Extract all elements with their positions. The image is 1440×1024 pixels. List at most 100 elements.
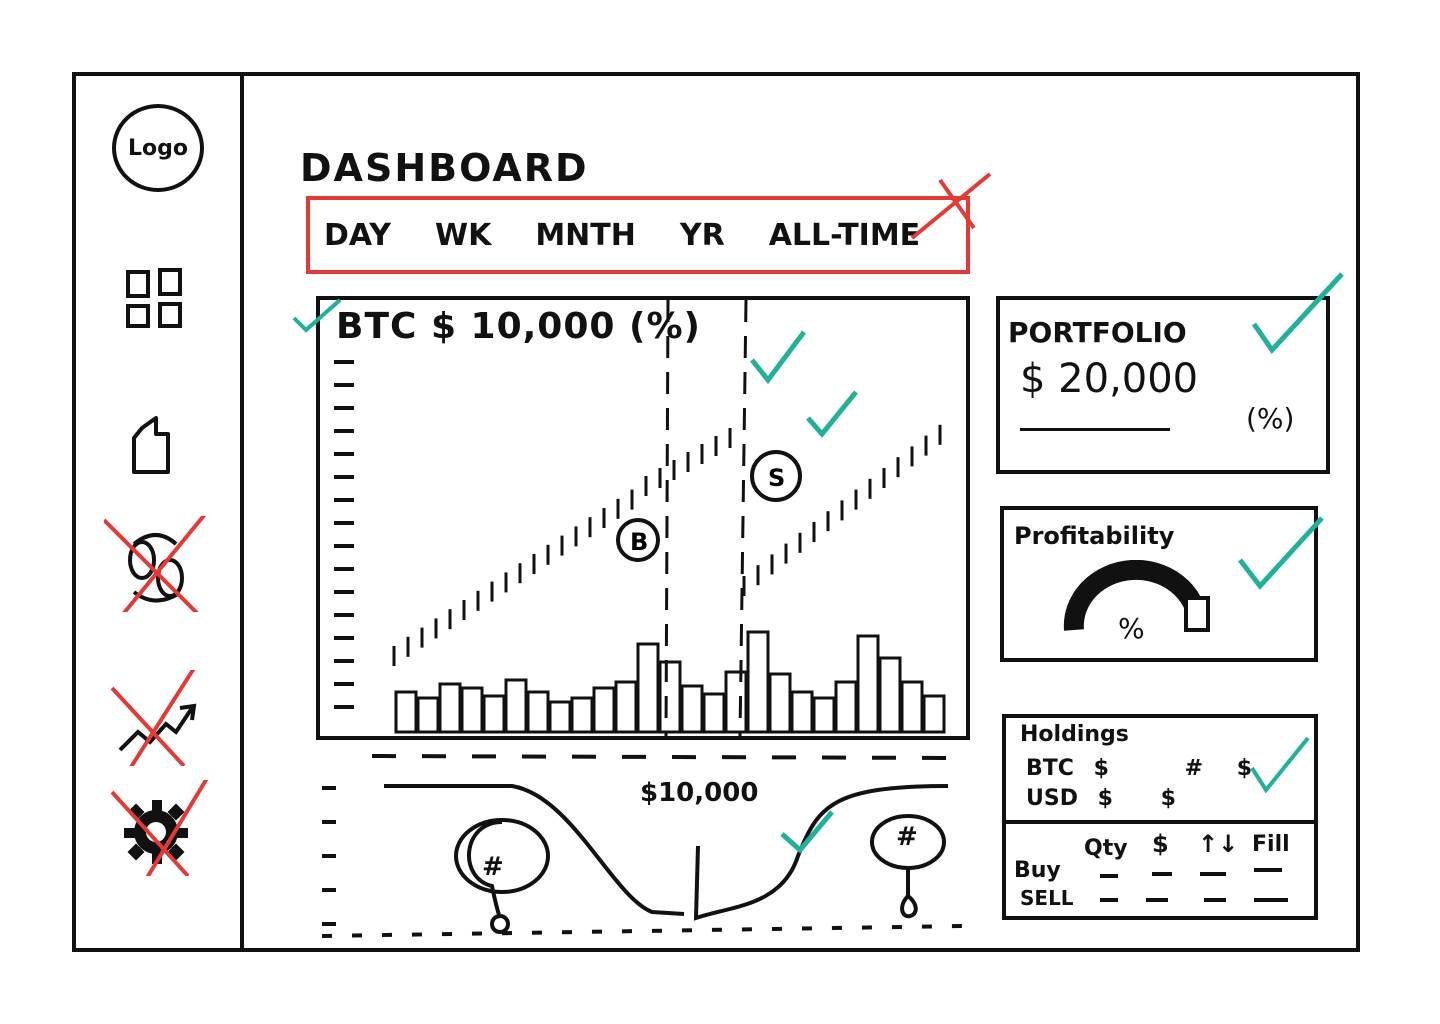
range-all-time[interactable]: ALL-TIME — [768, 217, 921, 253]
holding-value: $ — [1236, 756, 1252, 781]
holding-qty: # — [1184, 756, 1204, 781]
price-chart[interactable] — [316, 296, 970, 740]
holdings-card[interactable] — [1002, 714, 1318, 920]
profitability-card[interactable] — [1000, 506, 1318, 662]
portfolio-value: $ 20,000 — [1020, 356, 1199, 402]
wallet-icon — [132, 416, 170, 474]
time-range-tabs: DAY WK MNTH YR ALL-TIME — [306, 196, 970, 274]
volume-bar — [394, 690, 418, 734]
nav-settings[interactable] — [104, 780, 208, 876]
range-month[interactable]: MNTH — [535, 217, 636, 253]
approve-check — [806, 390, 858, 438]
gear-icon — [124, 800, 188, 864]
approve-check — [1238, 516, 1324, 590]
depth-pin-right — [900, 868, 918, 919]
range-year[interactable]: YR — [679, 217, 725, 253]
volume-bar — [614, 680, 638, 734]
nav-wallet[interactable] — [104, 396, 208, 492]
page-title: DASHBOARD — [300, 146, 589, 190]
approve-check — [750, 330, 806, 385]
volume-bar — [746, 630, 770, 734]
gauge-label: % — [1118, 612, 1145, 645]
app-window — [72, 72, 1360, 952]
buy-marker-line — [664, 299, 670, 737]
range-week[interactable]: WK — [434, 217, 492, 253]
nav-dashboard[interactable] — [104, 250, 208, 346]
volume-bar — [570, 696, 594, 734]
holding-price: $ — [1093, 756, 1109, 781]
order-input-lines — [1100, 868, 1288, 902]
portfolio-change: (%) — [1246, 402, 1295, 435]
buy-button[interactable]: Buy — [1014, 858, 1061, 883]
logo-label: Logo — [128, 135, 188, 161]
volume-bar — [900, 680, 924, 734]
removed-mark — [110, 670, 196, 766]
volume-bar — [592, 686, 616, 734]
depth-price-label: $10,000 — [640, 778, 759, 808]
portfolio-title: PORTFOLIO — [1008, 316, 1187, 349]
volume-bar — [768, 672, 792, 734]
logo[interactable]: Logo — [112, 104, 204, 192]
volume-bar — [460, 686, 484, 734]
sell-marker — [750, 450, 802, 502]
volume-bar — [834, 680, 858, 734]
removed-mark — [104, 516, 207, 612]
chart-title: BTC $ 10,000 (%) — [336, 306, 701, 347]
holding-row-usd: USD $ $ — [1026, 786, 1176, 811]
holding-qty: $ — [1160, 786, 1176, 811]
depth-pin-right-label: # — [896, 822, 918, 852]
holding-row-btc: BTC $ # $ — [1026, 756, 1252, 781]
volume-bar — [878, 656, 902, 734]
volume-bar — [680, 684, 704, 734]
volume-bar — [548, 700, 572, 734]
holding-asset: BTC — [1026, 756, 1074, 781]
volume-bar — [922, 694, 946, 734]
nav-exchange[interactable] — [104, 516, 208, 612]
depth-pin-left-label: # — [482, 852, 504, 882]
dashboard-grid-icon — [126, 268, 182, 328]
volume-bar — [790, 690, 814, 734]
order-col-qty: Qty — [1084, 836, 1128, 861]
volume-bar — [482, 694, 506, 734]
depth-pin-left — [467, 820, 511, 934]
holdings-title: Holdings — [1020, 722, 1129, 747]
removed-mark — [110, 780, 208, 876]
approve-check — [780, 810, 834, 854]
range-day[interactable]: DAY — [324, 217, 391, 253]
volume-bar — [438, 682, 462, 734]
profit-gauge — [1063, 560, 1210, 632]
depth-bottom-guide — [321, 924, 963, 938]
volume-bar — [416, 696, 440, 734]
portfolio-scribble — [1020, 420, 1170, 431]
buy-marker — [616, 518, 660, 562]
volume-bar — [636, 642, 660, 734]
holding-asset: USD — [1026, 786, 1078, 811]
holdings-divider — [1002, 820, 1318, 824]
depth-chart[interactable] — [312, 746, 972, 946]
volume-bar — [504, 678, 528, 734]
volume-bar — [702, 692, 726, 734]
sell-button[interactable]: SELL — [1020, 886, 1074, 910]
volume-bar — [526, 690, 550, 734]
reject-mark — [910, 172, 992, 240]
sell-marker-line — [738, 299, 748, 737]
chart-canvas: BS — [334, 299, 946, 737]
volume-bar — [812, 696, 836, 734]
approve-check — [1250, 736, 1310, 794]
holding-price: $ — [1097, 786, 1113, 811]
profitability-title: Profitability — [1014, 522, 1175, 550]
volume-bar — [724, 670, 748, 734]
trend-icon — [118, 703, 197, 752]
nav-trends[interactable] — [104, 670, 208, 766]
depth-curve — [384, 784, 949, 921]
approve-check — [1251, 272, 1344, 354]
volume-bar — [658, 660, 682, 734]
portfolio-card[interactable] — [996, 296, 1330, 474]
order-col-fill: Fill — [1252, 832, 1290, 857]
order-col-price: $ — [1152, 830, 1169, 858]
sidebar — [72, 72, 244, 952]
depth-pin-left-bubble — [454, 818, 550, 894]
buy-marker-label: B — [630, 528, 648, 556]
volume-bar — [856, 634, 880, 734]
order-col-direction: ↑↓ — [1198, 830, 1239, 858]
